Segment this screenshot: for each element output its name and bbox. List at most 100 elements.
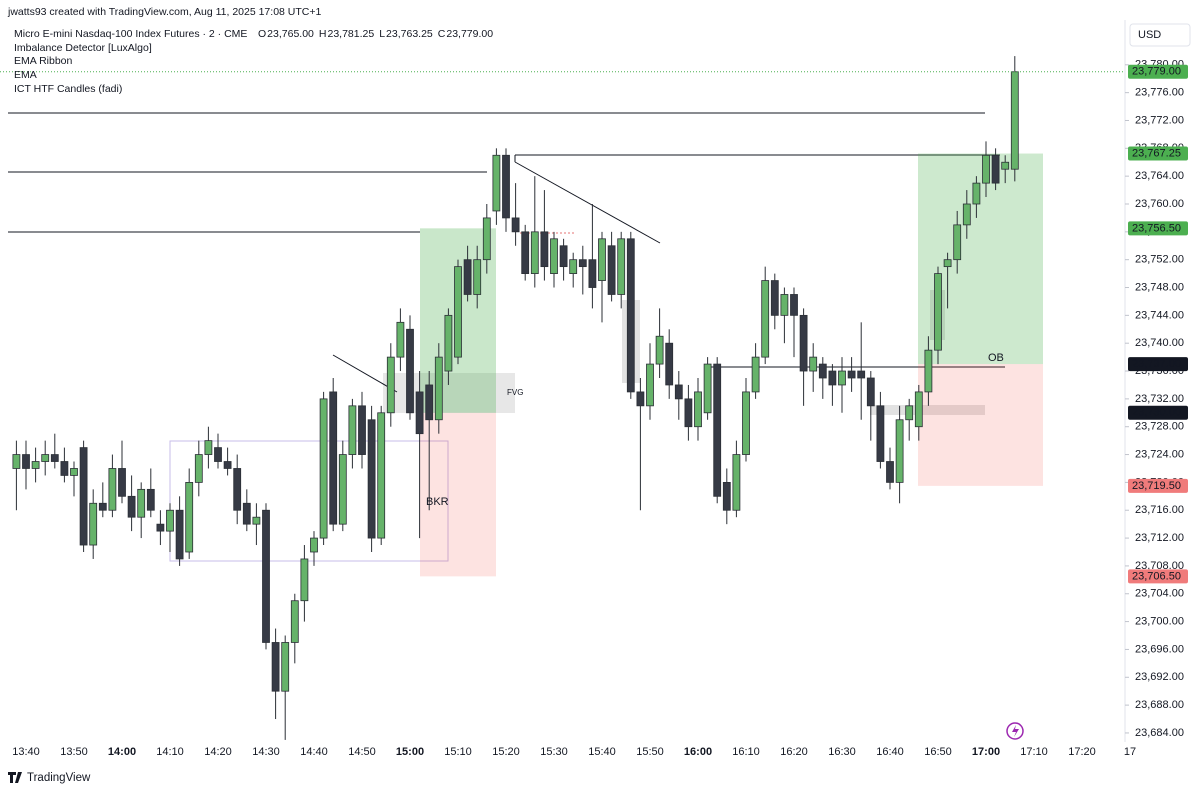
candle-body xyxy=(377,412,386,539)
ob-label: OB xyxy=(988,352,1004,364)
candle-body xyxy=(540,231,549,268)
candle-body xyxy=(386,356,395,414)
price-tag-label: 23,719.50 xyxy=(1132,480,1181,492)
candle-body xyxy=(175,509,184,560)
price-tag xyxy=(1128,405,1188,420)
candle-body xyxy=(137,488,146,518)
candle-body xyxy=(972,182,981,205)
candle-body xyxy=(89,502,98,546)
candle-body xyxy=(924,349,933,393)
x-tick-label: 16:40 xyxy=(876,746,904,758)
x-tick-label: 15:30 xyxy=(540,746,568,758)
currency[interactable]: USD xyxy=(1138,29,1161,41)
candle-body xyxy=(290,600,299,643)
bkr-label: BKR xyxy=(426,496,449,508)
candle-body xyxy=(646,363,654,407)
candle-body xyxy=(962,203,971,226)
candle-body xyxy=(79,447,88,546)
symbol: Micro E-mini Nasdaq-100 Index Futures · … xyxy=(14,28,247,40)
candle-body xyxy=(118,468,126,497)
x-tick-label: 14:00 xyxy=(108,746,136,758)
x-tick-label: 15:50 xyxy=(636,746,664,758)
candle-body xyxy=(713,363,722,497)
imbalance-box xyxy=(870,405,985,415)
x-tick-label: 17 xyxy=(1124,746,1136,758)
fvg-label: FVG xyxy=(507,388,523,397)
currency-button[interactable] xyxy=(1129,23,1191,47)
price-tag-label: 23,730.00 xyxy=(1132,407,1181,419)
x-tick-label: 16:10 xyxy=(732,746,760,758)
candle-body xyxy=(809,356,818,372)
footer-brand: TradingView xyxy=(27,772,91,784)
candle-body xyxy=(492,154,501,212)
candle-body xyxy=(828,370,837,386)
price-tag xyxy=(1128,221,1188,236)
candle-body xyxy=(722,481,731,511)
y-tick-label: 23,688.00 xyxy=(1135,699,1184,711)
y-tick-label: 23,740.00 xyxy=(1135,337,1184,349)
candle-body xyxy=(559,245,568,268)
x-tick-label: 15:00 xyxy=(396,746,424,758)
tv-logo xyxy=(8,772,22,783)
x-tick-label: 14:20 xyxy=(204,746,232,758)
candle-body xyxy=(406,328,414,414)
candle-body xyxy=(242,502,251,525)
drawings xyxy=(8,112,1005,562)
x-tick-label: 17:10 xyxy=(1020,746,1048,758)
candle-body xyxy=(982,154,990,184)
ohlc-value: 23,765.00 xyxy=(267,28,314,40)
candle-body xyxy=(70,468,78,476)
candle-body xyxy=(617,238,626,295)
x-tick-label: 16:20 xyxy=(780,746,808,758)
price-tag-label: 23,706.50 xyxy=(1132,570,1181,582)
candle-body xyxy=(578,259,587,268)
alert-icon-bolt xyxy=(1012,725,1019,737)
candle-body xyxy=(847,370,856,379)
candle-body xyxy=(626,238,635,393)
x-tick-label: 16:00 xyxy=(684,746,712,758)
candle-body xyxy=(41,454,50,462)
ohlc-value: 23,779.00 xyxy=(446,28,493,40)
price-tag xyxy=(1128,569,1188,584)
candle-body xyxy=(511,217,520,233)
candle-body xyxy=(434,356,443,421)
ohlc-key: H xyxy=(319,28,327,40)
y-tick-label: 23,772.00 xyxy=(1135,114,1184,126)
candle-body xyxy=(146,488,155,511)
ohlc-key: C xyxy=(438,28,446,40)
candle-body xyxy=(156,523,165,532)
y-tick-label: 23,748.00 xyxy=(1135,281,1184,293)
candle-body xyxy=(367,419,376,539)
price-tag xyxy=(1128,146,1188,161)
y-tick-label: 23,696.00 xyxy=(1135,643,1184,655)
candle-body xyxy=(866,377,875,407)
candle-body xyxy=(914,391,923,428)
price-tag-label: 23,737.00 xyxy=(1132,358,1181,370)
indicator: ICT HTF Candles (fadi) xyxy=(14,83,122,95)
candle-body xyxy=(857,370,866,379)
candle-body xyxy=(166,509,174,532)
candle-body xyxy=(780,294,789,316)
ohlc-key: L xyxy=(379,28,385,40)
candle-body xyxy=(396,321,405,358)
candle-body xyxy=(12,454,21,469)
trend-line xyxy=(332,354,398,393)
alert-icon[interactable] xyxy=(1006,722,1024,740)
candle-body xyxy=(665,342,674,386)
ohlc: O 23,765.00 H 23,781.25 L 23,763.25 C 23,779.00 xyxy=(258,28,493,40)
candle-body xyxy=(732,454,741,511)
candle-body xyxy=(338,454,347,525)
candle-body xyxy=(636,391,645,407)
x-tick-label: 16:30 xyxy=(828,746,856,758)
candle-body xyxy=(770,280,779,316)
y-tick-label: 23,732.00 xyxy=(1135,393,1184,405)
candle-body xyxy=(214,447,222,462)
y-tick-label: 23,728.00 xyxy=(1135,421,1184,433)
candle-body xyxy=(98,502,107,511)
candle-body xyxy=(1001,161,1010,170)
x-tick-label: 15:20 xyxy=(492,746,520,758)
candle-body xyxy=(463,259,472,295)
candle-body xyxy=(281,642,290,692)
candle-body xyxy=(473,259,482,295)
